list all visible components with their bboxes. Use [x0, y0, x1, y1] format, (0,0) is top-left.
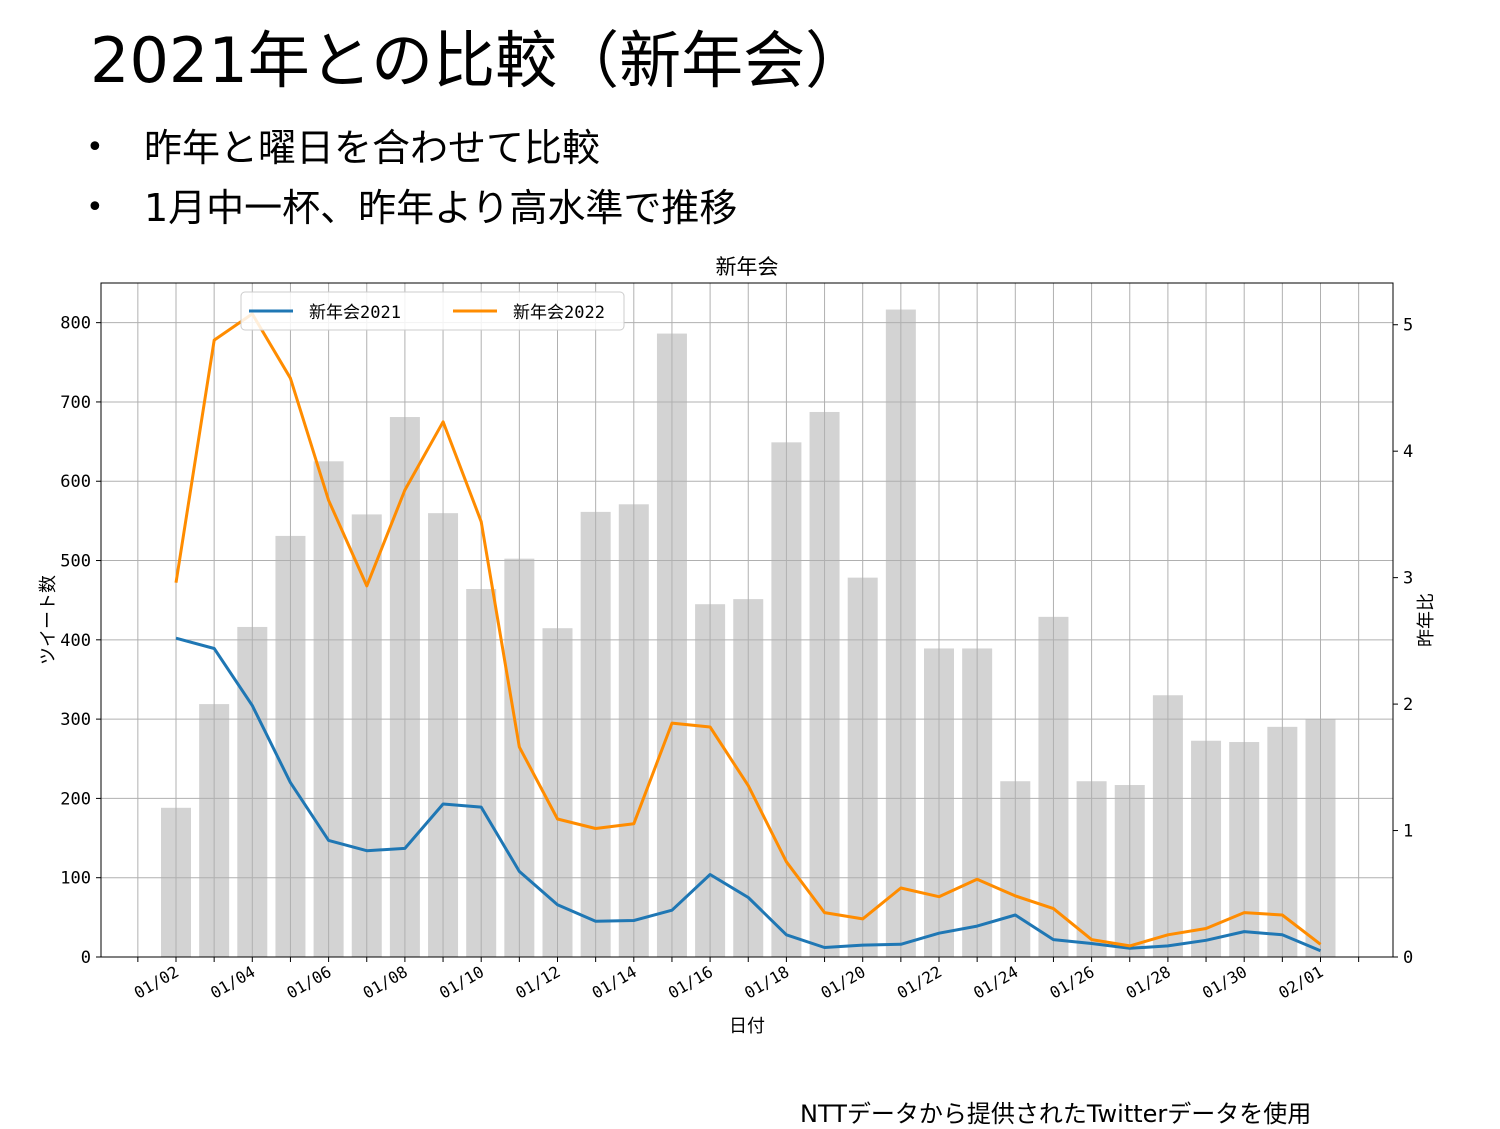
y-tick-label: 100: [60, 869, 91, 889]
y-tick-label: 600: [60, 472, 91, 492]
x-tick-label: 01/28: [1123, 962, 1174, 1003]
chart: 0 100 200 300 400 500 600 700 800 0 1 2 3 4 5 01/02 01/0…: [38, 255, 1437, 1037]
legend-box: [240, 291, 625, 331]
x-tick-label: 01/06: [283, 962, 334, 1003]
bullet-item: • 1月中一杯、昨年より高水準で推移: [86, 178, 737, 238]
chart-title: 新年会: [716, 255, 779, 279]
y2-tick-label: 4: [1403, 442, 1413, 462]
series-line: [174, 312, 1322, 948]
bullet-text: 昨年と曜日を合わせて比較: [144, 126, 601, 170]
x-tick-label: 01/22: [894, 962, 945, 1003]
source-note: NTTデータから提供されたTwitterデータを使用: [800, 1100, 1312, 1128]
y2-tick-label: 1: [1403, 822, 1413, 842]
x-tick-label: 01/20: [817, 962, 868, 1003]
x-tick-label: 01/16: [665, 962, 716, 1003]
y-tick-label: 700: [60, 393, 91, 413]
x-tick-label: 01/14: [589, 962, 640, 1003]
x-tick-label: 01/12: [512, 962, 563, 1003]
x-tick-label: 01/24: [970, 962, 1021, 1003]
x-tick-label: 01/10: [436, 962, 487, 1003]
x-tick-label: 01/30: [1199, 962, 1250, 1003]
x-tick-label: 01/04: [207, 962, 258, 1003]
bullet-dot: •: [86, 190, 104, 225]
x-tick-label: 01/26: [1046, 962, 1097, 1003]
y2-tick-label: 2: [1403, 695, 1413, 715]
slide-title: 2021年との比較（新年会）: [90, 24, 868, 97]
bullet-item: • 昨年と曜日を合わせて比較: [86, 118, 737, 178]
bullet-text: 1月中一杯、昨年より高水準で推移: [144, 186, 738, 230]
series-line: [175, 636, 1322, 953]
y2-tick-label: 3: [1403, 569, 1413, 589]
x-tick-label: 01/08: [360, 962, 411, 1003]
bullet-dot: •: [86, 130, 104, 165]
y2-axis-label: 昨年比: [1416, 593, 1437, 647]
bullet-list: • 昨年と曜日を合わせて比較 • 1月中一杯、昨年より高水準で推移: [86, 118, 737, 238]
y-tick-label: 400: [60, 631, 91, 651]
y-tick-label: 300: [60, 710, 91, 730]
x-tick-label: 01/18: [741, 962, 792, 1003]
y-tick-label: 800: [60, 314, 91, 334]
x-axis-label: 日付: [729, 1016, 765, 1037]
legend-label: 新年会2022: [513, 303, 605, 323]
x-tick-label: 01/02: [131, 962, 182, 1003]
y-tick-label: 200: [60, 789, 91, 809]
y2-tick-label: 5: [1403, 316, 1413, 336]
y-tick-label: 500: [60, 552, 91, 572]
y2-tick-label: 0: [1403, 948, 1413, 968]
y-axis-label: ツイート数: [38, 575, 59, 665]
y-tick-label: 0: [81, 948, 91, 968]
x-tick-label: 02/01: [1275, 962, 1326, 1003]
plot-frame: [100, 282, 1394, 958]
legend-label: 新年会2021: [309, 303, 401, 323]
